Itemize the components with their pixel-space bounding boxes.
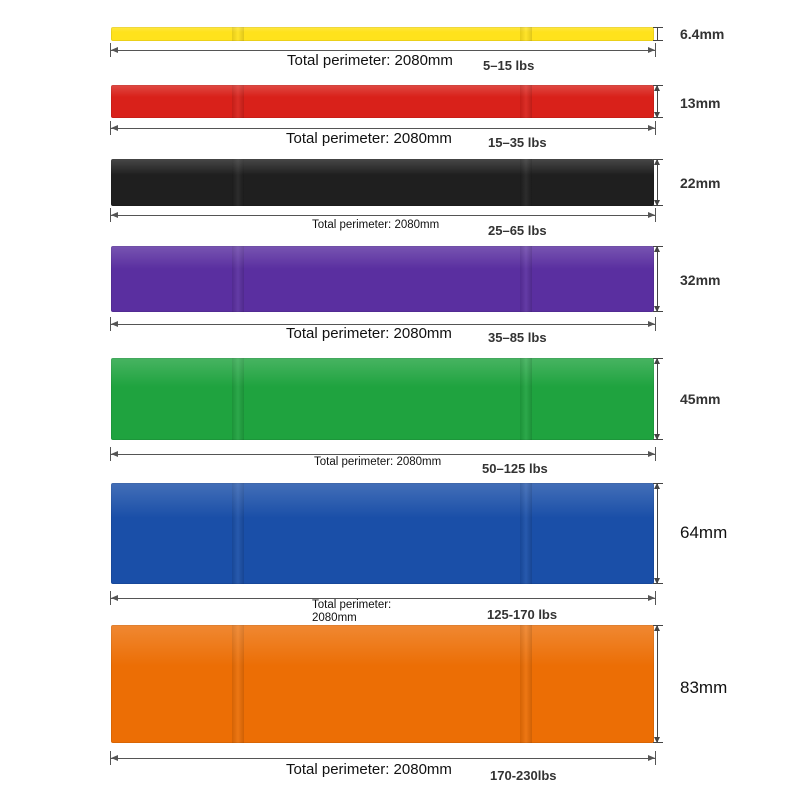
band-red <box>111 85 654 118</box>
thickness-label-black: 22mm <box>680 175 721 191</box>
resistance-label-green: 50–125 lbs <box>482 461 548 476</box>
resistance-label-purple: 35–85 lbs <box>488 330 547 345</box>
thickness-dimension-blue <box>653 483 666 584</box>
band-yellow <box>111 27 654 41</box>
perimeter-dimension-green <box>110 447 656 461</box>
band-black <box>111 159 654 206</box>
thickness-dimension-green <box>653 358 666 440</box>
resistance-label-red: 15–35 lbs <box>488 135 547 150</box>
perimeter-label-black: Total perimeter: 2080mm <box>310 219 442 231</box>
perimeter-dimension-yellow <box>110 43 656 57</box>
thickness-label-red: 13mm <box>680 95 721 111</box>
perimeter-dimension-purple <box>110 317 656 331</box>
perimeter-label-red: Total perimeter: 2080mm <box>284 130 454 147</box>
band-purple <box>111 246 654 312</box>
perimeter-dimension-orange <box>110 751 656 765</box>
resistance-label-black: 25–65 lbs <box>488 223 547 238</box>
thickness-dimension-orange <box>653 625 666 743</box>
perimeter-dimension-black <box>110 208 656 222</box>
thickness-label-purple: 32mm <box>680 272 721 288</box>
band-green <box>111 358 654 440</box>
resistance-label-blue: 125-170 lbs <box>487 607 558 622</box>
perimeter-label-blue: Total perimeter: 2080mm <box>312 599 422 625</box>
band-orange <box>111 625 654 743</box>
perimeter-label-yellow: Total perimeter: 2080mm <box>285 52 455 69</box>
thickness-dimension-yellow <box>653 27 666 41</box>
perimeter-dimension-red <box>110 121 656 135</box>
resistance-label-yellow: 5–15 lbs <box>483 58 535 73</box>
thickness-label-green: 45mm <box>680 391 721 407</box>
resistance-label-orange: 170-230lbs <box>490 768 557 783</box>
thickness-label-yellow: 6.4mm <box>680 26 725 42</box>
thickness-label-orange: 83mm <box>680 678 728 697</box>
thickness-dimension-purple <box>653 246 666 312</box>
perimeter-label-purple: Total perimeter: 2080mm <box>284 325 454 342</box>
thickness-dimension-red <box>653 85 666 118</box>
perimeter-dimension-blue <box>110 591 656 605</box>
thickness-dimension-black <box>653 159 666 206</box>
band-blue <box>111 483 654 584</box>
perimeter-label-orange: Total perimeter: 2080mm <box>284 761 454 778</box>
perimeter-label-green: Total perimeter: 2080mm <box>312 456 444 468</box>
thickness-label-blue: 64mm <box>680 523 728 542</box>
